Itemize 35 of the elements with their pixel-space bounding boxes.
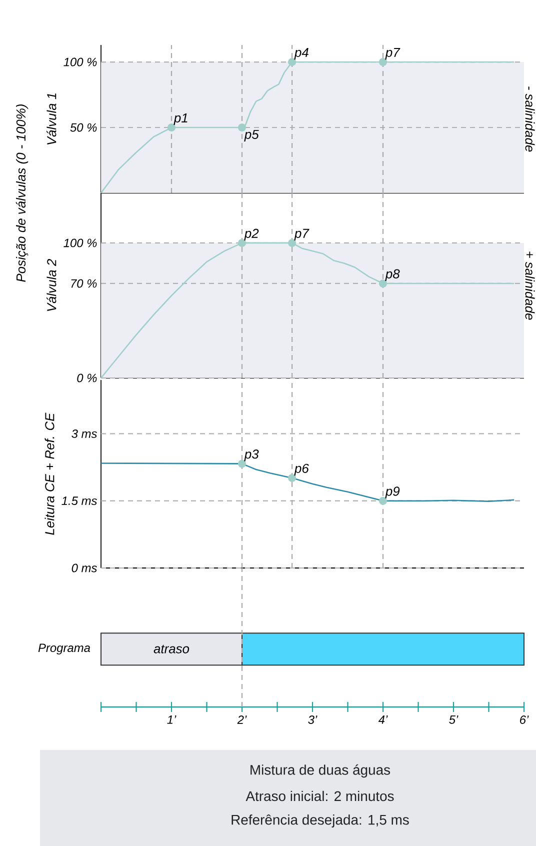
x-tick-label: 2’ [237, 716, 247, 724]
x-tick-label: 5’ [449, 716, 458, 724]
annotation: p1 [174, 113, 188, 126]
x-tick-label: 4’ [378, 716, 388, 724]
x-tick-label: 6’ [520, 716, 529, 724]
y-axis-title: Válvula 1 [46, 93, 56, 145]
y-tick-label: 0 % [77, 374, 97, 382]
annotation: p9 [385, 486, 400, 498]
y-tick-label: 1.5 ms [62, 496, 97, 506]
y-tick-label: 100 % [64, 58, 97, 66]
y-tick-label: Programa [38, 644, 90, 654]
annotation: p7 [385, 48, 400, 60]
series-label: atraso [154, 644, 190, 654]
y2-axis-title: - salinidade [525, 86, 535, 152]
y-axis-title: Leitura CE + Ref. CE [44, 412, 54, 535]
y-tick-label: 3 ms [72, 429, 97, 438]
annotation: p4 [294, 48, 308, 60]
text: Posição de válvulas (0 - 100%) [16, 104, 28, 282]
text: Referência desejada: 1,5 ms [232, 814, 409, 828]
y2-axis-title: + salinidade [525, 252, 535, 320]
y-tick-label: 0 ms [72, 564, 97, 572]
text: Atraso inicial: 2 minutos [246, 790, 394, 802]
annotation: p2 [244, 228, 259, 241]
annotation: p7 [294, 228, 310, 241]
y-tick-label: 100 % [64, 238, 97, 248]
y-axis-title: Válvula 2 [46, 259, 56, 312]
text: Mistura de duas águas [250, 764, 390, 778]
x-tick-label: 3’ [308, 716, 318, 724]
annotation: p5 [244, 130, 259, 142]
y-tick-label: 70 % [71, 279, 97, 288]
annotation: p3 [244, 450, 259, 462]
annotation: p8 [385, 269, 400, 282]
annotation: p6 [294, 464, 309, 476]
y-tick-label: 50 % [70, 123, 97, 132]
x-tick-label: 1’ [167, 716, 176, 724]
